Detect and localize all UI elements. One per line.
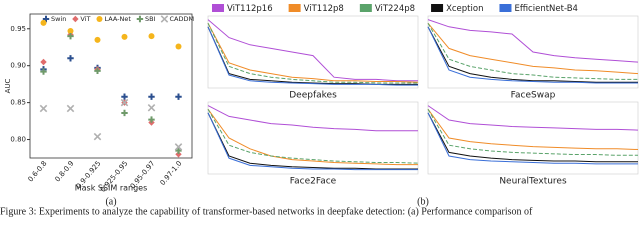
loss-curve <box>427 22 638 80</box>
loss-curve <box>207 112 418 171</box>
data-point <box>147 104 156 112</box>
y-tick-label: 0.85 <box>10 99 26 107</box>
legend-swatch <box>288 4 301 12</box>
data-point <box>175 93 182 100</box>
data-point <box>121 109 128 117</box>
legend-label: LAA-Net <box>104 15 131 23</box>
y-tick-label: 0.90 <box>10 62 26 70</box>
loss-curve <box>207 108 418 166</box>
legend-label: ViT112p16 <box>227 4 273 14</box>
loss-curve <box>427 112 638 165</box>
loss-curve <box>427 26 638 83</box>
panel <box>207 15 419 89</box>
legend-label: Xception <box>446 4 483 14</box>
data-point <box>39 104 48 113</box>
data-point <box>121 93 128 100</box>
legend-label: EfficientNet-B4 <box>514 4 578 14</box>
loss-curve <box>427 26 638 84</box>
panel-title: Deepfakes <box>289 91 337 101</box>
plot-area <box>29 13 193 159</box>
sublabel: (b) <box>417 196 429 207</box>
data-point <box>67 32 74 40</box>
loss-curve <box>207 19 418 82</box>
loss-curve <box>427 105 639 131</box>
data-point <box>40 68 47 75</box>
figure: Figure 3: Experiments to analyze the cap… <box>0 4 639 217</box>
data-point <box>94 67 101 75</box>
data-point <box>121 33 128 40</box>
data-point <box>67 55 74 62</box>
legend-marker <box>72 15 79 23</box>
panel <box>207 101 419 175</box>
y-axis-label: AUC <box>4 78 12 93</box>
legend-swatch <box>431 4 444 12</box>
legend-label: SBI <box>145 15 156 23</box>
legend-marker <box>42 15 50 23</box>
legend-swatch <box>499 4 512 12</box>
legend-marker <box>96 16 103 22</box>
loss-curve <box>207 108 419 164</box>
loss-curve <box>207 112 418 170</box>
loss-curve <box>427 108 638 156</box>
data-point <box>66 104 75 113</box>
data-point <box>40 58 47 66</box>
data-point <box>175 147 182 154</box>
loss-curve <box>207 22 419 83</box>
data-point <box>148 33 155 40</box>
legend-swatch <box>212 4 224 12</box>
data-point <box>120 98 129 107</box>
x-tick-label: 0.97-1.0 <box>159 159 184 187</box>
loss-curve <box>427 108 639 151</box>
x-tick-label: 0.6-0.8 <box>26 159 48 183</box>
data-point <box>93 132 102 141</box>
data-point <box>148 93 155 100</box>
loss-curve <box>207 22 418 84</box>
sublabel: (a) <box>105 196 116 207</box>
legend-marker <box>136 15 144 23</box>
panel-title: Face2Face <box>290 177 337 187</box>
caption: Figure 3: Experiments to analyze the cap… <box>0 206 533 217</box>
legend-label: ViT224p8 <box>375 4 415 14</box>
y-tick-label: 0.80 <box>10 136 26 144</box>
legend-label: Swin <box>51 15 66 23</box>
x-tick-label: 0.8-0.9 <box>53 159 75 183</box>
legend-swatch <box>359 4 372 12</box>
data-point <box>174 143 183 151</box>
legend-label: CADDM <box>169 15 194 23</box>
loss-curve <box>427 22 639 75</box>
loss-curve <box>207 105 418 132</box>
data-point <box>175 151 182 158</box>
legend-marker <box>160 15 169 23</box>
loss-curve <box>427 112 638 163</box>
loss-curve <box>427 19 639 63</box>
x-axis-label: Mask SSIM ranges <box>75 184 148 193</box>
data-point <box>175 43 182 50</box>
data-point <box>94 36 101 43</box>
panel <box>427 101 639 175</box>
legend-label: ViT <box>80 15 90 23</box>
data-point <box>40 19 47 26</box>
loss-curve <box>207 26 418 86</box>
y-tick-label: 0.95 <box>10 25 26 33</box>
data-point <box>67 27 74 34</box>
panel-title: NeuralTextures <box>499 177 567 187</box>
data-point <box>148 116 155 123</box>
panel-title: FaceSwap <box>511 91 556 101</box>
legend-label: ViT112p8 <box>304 4 344 14</box>
